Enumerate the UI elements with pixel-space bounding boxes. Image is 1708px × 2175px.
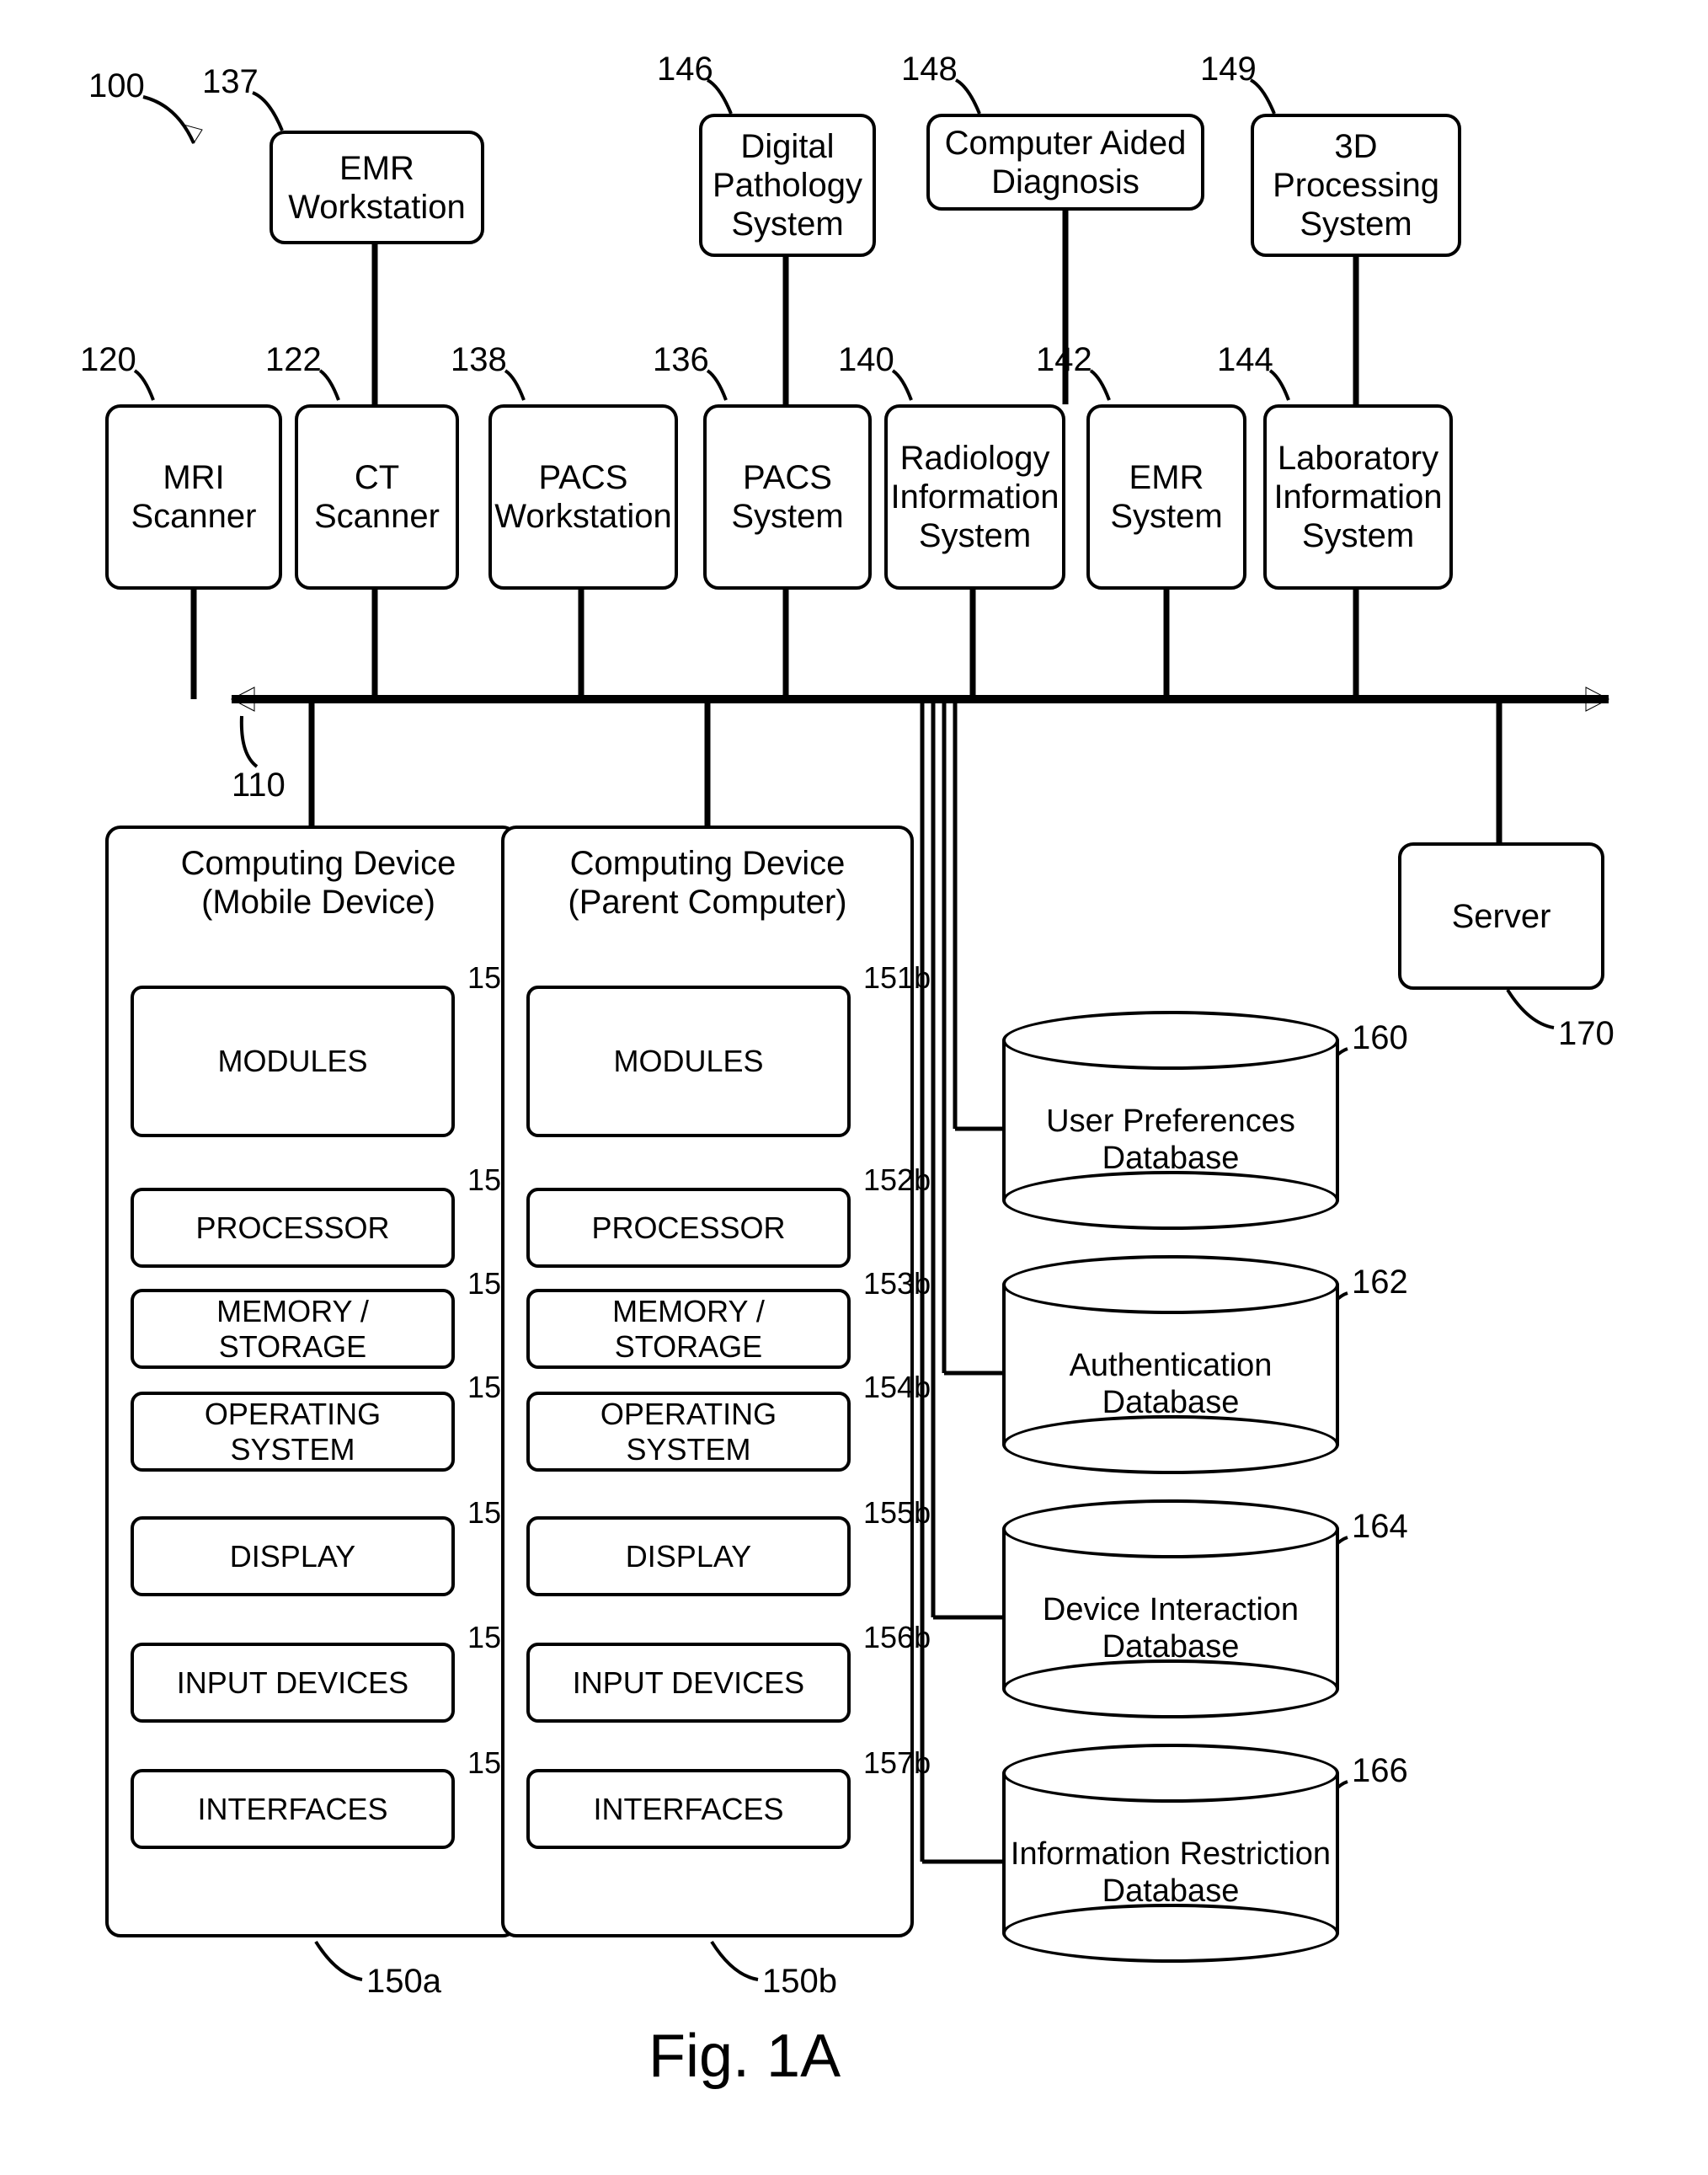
- ref-156b: 156b: [863, 1620, 931, 1655]
- label: Server: [1452, 897, 1551, 936]
- db-device-interaction: Device InteractionDatabase: [1002, 1499, 1339, 1718]
- label: MODULES: [217, 1044, 367, 1079]
- box-ris: RadiologyInformationSystem: [884, 404, 1065, 590]
- ref-148: 148: [901, 51, 958, 88]
- mobile-interfaces: INTERFACES: [131, 1769, 455, 1849]
- label: MODULES: [613, 1044, 763, 1079]
- label: EMRSystem: [1110, 458, 1222, 536]
- parent-memory: MEMORY / STORAGE: [526, 1289, 851, 1369]
- ref-146: 146: [657, 51, 713, 88]
- label: PACSWorkstation: [494, 458, 671, 536]
- mobile-input: INPUT DEVICES: [131, 1643, 455, 1723]
- ref-110: 110: [232, 767, 286, 804]
- box-emr-workstation: EMRWorkstation: [270, 131, 484, 244]
- label: Information RestrictionDatabase: [1002, 1836, 1339, 1910]
- label: AuthenticationDatabase: [1002, 1348, 1339, 1421]
- mobile-display: DISPLAY: [131, 1516, 455, 1596]
- box-server: Server: [1398, 842, 1604, 990]
- ref-157b: 157b: [863, 1745, 931, 1781]
- label: LaboratoryInformationSystem: [1273, 439, 1442, 555]
- ref-155b: 155b: [863, 1495, 931, 1531]
- box-cad: Computer AidedDiagnosis: [926, 114, 1204, 211]
- label: OPERATING SYSTEM: [535, 1397, 842, 1467]
- ref-140: 140: [838, 341, 894, 379]
- ref-136: 136: [653, 341, 709, 379]
- parent-modules: MODULES: [526, 986, 851, 1137]
- label: DISPLAY: [626, 1539, 751, 1574]
- ref-144: 144: [1217, 341, 1273, 379]
- label: User PreferencesDatabase: [1002, 1104, 1339, 1177]
- label: OPERATING SYSTEM: [139, 1397, 446, 1467]
- box-3d-processing: 3DProcessingSystem: [1251, 114, 1461, 257]
- label: DigitalPathologySystem: [713, 127, 862, 243]
- label: DISPLAY: [230, 1539, 355, 1574]
- ref-154b: 154b: [863, 1370, 931, 1405]
- ref-142: 142: [1036, 341, 1092, 379]
- label: INTERFACES: [593, 1792, 783, 1827]
- label: 3DProcessingSystem: [1273, 127, 1439, 243]
- ref-122: 122: [265, 341, 322, 379]
- box-ct: CT Scanner: [295, 404, 459, 590]
- label: Device InteractionDatabase: [1002, 1592, 1339, 1665]
- mobile-processor: PROCESSOR: [131, 1188, 455, 1268]
- device-mobile-title: Computing Device(Mobile Device): [115, 844, 521, 922]
- ref-153b: 153b: [863, 1266, 931, 1301]
- db-user-prefs: User PreferencesDatabase: [1002, 1011, 1339, 1230]
- label: PACSSystem: [731, 458, 843, 536]
- parent-input: INPUT DEVICES: [526, 1643, 851, 1723]
- db-auth: AuthenticationDatabase: [1002, 1255, 1339, 1474]
- figure-label: Fig. 1A: [649, 2022, 841, 2091]
- label: PROCESSOR: [195, 1210, 389, 1246]
- ref-120: 120: [80, 341, 136, 379]
- ref-162: 162: [1352, 1264, 1408, 1301]
- ref-170: 170: [1558, 1015, 1615, 1053]
- label: RadiologyInformationSystem: [890, 439, 1059, 555]
- ref-138: 138: [451, 341, 507, 379]
- device-parent-title: Computing Device(Parent Computer): [504, 844, 910, 922]
- parent-os: OPERATING SYSTEM: [526, 1392, 851, 1472]
- label: INPUT DEVICES: [177, 1665, 408, 1701]
- parent-display: DISPLAY: [526, 1516, 851, 1596]
- ref-149: 149: [1200, 51, 1257, 88]
- label: CT Scanner: [305, 458, 449, 536]
- box-pacs-sys: PACSSystem: [703, 404, 872, 590]
- ref-151b: 151b: [863, 960, 931, 996]
- box-mri: MRI Scanner: [105, 404, 282, 590]
- label: MRI Scanner: [115, 458, 272, 536]
- parent-processor: PROCESSOR: [526, 1188, 851, 1268]
- box-lis: LaboratoryInformationSystem: [1263, 404, 1453, 590]
- mobile-os: OPERATING SYSTEM: [131, 1392, 455, 1472]
- label: PROCESSOR: [591, 1210, 785, 1246]
- label: EMRWorkstation: [288, 149, 465, 227]
- label: MEMORY / STORAGE: [535, 1294, 842, 1365]
- label: MEMORY / STORAGE: [139, 1294, 446, 1365]
- mobile-memory: MEMORY / STORAGE: [131, 1289, 455, 1369]
- parent-interfaces: INTERFACES: [526, 1769, 851, 1849]
- label: Computer AidedDiagnosis: [945, 124, 1187, 201]
- box-emr-sys: EMRSystem: [1086, 404, 1246, 590]
- ref-100: 100: [88, 67, 145, 105]
- db-info-restriction: Information RestrictionDatabase: [1002, 1744, 1339, 1963]
- ref-152b: 152b: [863, 1162, 931, 1198]
- label: INTERFACES: [197, 1792, 387, 1827]
- box-digital-pathology: DigitalPathologySystem: [699, 114, 876, 257]
- ref-166: 166: [1352, 1752, 1408, 1790]
- label: INPUT DEVICES: [573, 1665, 804, 1701]
- mobile-modules: MODULES: [131, 986, 455, 1137]
- ref-150b: 150b: [762, 1963, 837, 2001]
- ref-160: 160: [1352, 1019, 1408, 1057]
- ref-150a: 150a: [366, 1963, 441, 2001]
- box-pacs-ws: PACSWorkstation: [488, 404, 678, 590]
- ref-137: 137: [202, 63, 259, 101]
- diagram-canvas: 100 EMRWorkstation 137 DigitalPathologyS…: [34, 34, 1674, 2141]
- ref-164: 164: [1352, 1508, 1408, 1546]
